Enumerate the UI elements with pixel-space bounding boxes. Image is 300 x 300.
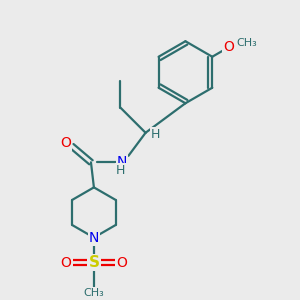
Text: CH₃: CH₃ (83, 288, 104, 298)
Text: N: N (89, 231, 99, 244)
Text: H: H (151, 128, 160, 141)
Text: O: O (223, 40, 234, 54)
Text: O: O (61, 256, 72, 270)
Text: CH₃: CH₃ (236, 38, 257, 48)
Text: S: S (88, 255, 99, 270)
Text: H: H (116, 164, 125, 177)
Text: N: N (117, 155, 127, 169)
Text: O: O (60, 136, 71, 150)
Text: O: O (116, 256, 127, 270)
